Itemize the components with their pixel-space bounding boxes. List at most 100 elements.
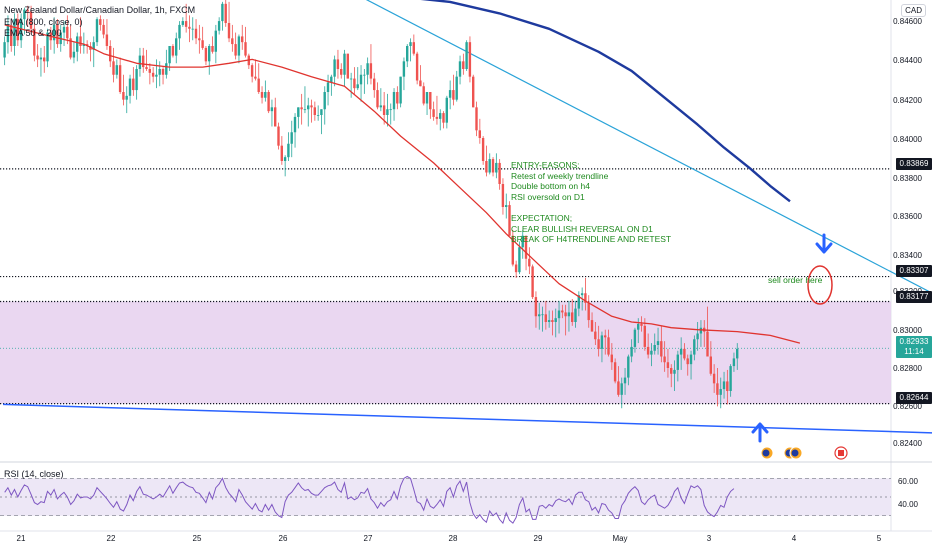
candle-body — [633, 329, 637, 347]
candle-body — [571, 312, 574, 322]
candle-body — [62, 26, 66, 33]
candle-body — [472, 76, 475, 108]
candle-body — [518, 247, 521, 273]
candle-body — [399, 76, 402, 104]
candle-body — [56, 24, 59, 45]
currency-badge[interactable]: CAD — [901, 4, 926, 17]
ema200-line — [420, 0, 791, 203]
candle-body — [184, 21, 188, 27]
candle-body — [198, 38, 201, 41]
candle-body — [16, 19, 19, 41]
candle-body — [178, 24, 181, 39]
candle-body — [538, 314, 541, 317]
x-tick: 27 — [363, 534, 373, 543]
y-tick: 0.84200 — [893, 96, 922, 105]
candle-body — [574, 308, 577, 322]
candle-body — [39, 57, 43, 60]
x-tick: 4 — [791, 534, 797, 543]
candle-body — [165, 63, 168, 75]
candle-body — [52, 24, 56, 41]
candle-body — [313, 107, 316, 115]
candle-body — [514, 264, 518, 273]
note-line: CLEAR BULLISH REVERSAL ON D1 — [511, 223, 653, 234]
candle-body — [231, 38, 234, 45]
candle-body — [112, 61, 115, 75]
candle-body — [439, 113, 442, 119]
x-tick: 29 — [533, 534, 543, 543]
candle-body — [217, 21, 221, 31]
candle-body — [115, 65, 118, 75]
candle-body — [564, 312, 567, 317]
rsi-tick: 40.00 — [897, 500, 918, 509]
candle-body — [445, 97, 448, 123]
candle-body — [594, 331, 597, 340]
candle-body — [627, 356, 630, 378]
candle-body — [79, 36, 82, 46]
candle-body — [646, 346, 650, 355]
candle-body — [613, 362, 617, 382]
candle-body — [99, 19, 102, 25]
candle-body — [194, 28, 198, 39]
entry-reasons-note: ENTRY-EASONS; Retest of weekly trendline… — [511, 160, 671, 245]
candle-body — [359, 74, 363, 85]
candle-body — [643, 325, 646, 347]
candle-body — [501, 184, 505, 207]
candle-body — [425, 92, 429, 104]
candle-body — [264, 92, 267, 98]
candle-body — [241, 36, 244, 43]
candle-body — [353, 78, 356, 89]
candle-body — [109, 46, 112, 62]
event-flag-icon — [762, 449, 770, 457]
candle-body — [118, 65, 122, 92]
candle-body — [528, 258, 531, 267]
candle-body — [267, 92, 270, 112]
candle-body — [277, 126, 280, 146]
x-tick: May — [612, 534, 628, 543]
candle-body — [584, 293, 587, 303]
candle-body — [660, 341, 663, 357]
current-price-label: 0.82933 11:14 — [896, 336, 932, 358]
candle-body — [722, 381, 726, 390]
candle-body — [168, 46, 171, 64]
candle-body — [689, 354, 693, 365]
candle-body — [72, 51, 76, 58]
candle-body — [135, 69, 138, 91]
candle-body — [290, 132, 293, 144]
candle-body — [620, 383, 623, 395]
candle-body — [465, 42, 468, 69]
level-label: 0.83177 — [896, 291, 932, 303]
candle-body — [650, 350, 653, 355]
candle-body — [478, 130, 481, 138]
y-tick: 0.83400 — [893, 251, 922, 260]
candle-body — [508, 205, 511, 236]
candle-body — [224, 3, 227, 23]
demand-zone — [0, 301, 891, 404]
down-arrow-icon — [815, 233, 833, 254]
candle-body — [102, 24, 105, 35]
candle-body — [567, 312, 571, 317]
candle-body — [379, 105, 382, 108]
candle-body — [326, 82, 330, 92]
level-label: 0.82644 — [896, 392, 932, 404]
candle-body — [6, 24, 10, 43]
candle-body — [316, 115, 320, 116]
candle-body — [33, 28, 36, 56]
chart-legend: New Zealand Dollar/Canadian Dollar, 1h, … — [4, 5, 195, 40]
candle-body — [726, 381, 729, 391]
candle-body — [19, 19, 23, 41]
note-line: RSI oversold on D1 — [511, 191, 585, 202]
note-line: Retest of weekly trendline — [511, 170, 609, 181]
candle-body — [653, 345, 656, 351]
candle-body — [462, 61, 465, 69]
candle-body — [415, 53, 419, 81]
candle-body — [293, 116, 297, 133]
candle-body — [10, 24, 13, 46]
candle-body — [145, 67, 148, 69]
legend-ema800: EMA (800, close, 0) — [4, 16, 83, 27]
rsi-legend: RSI (14, close) — [4, 469, 64, 479]
candle-body — [244, 42, 247, 56]
candle-body — [257, 78, 260, 92]
rsi-line — [4, 475, 735, 525]
candle-body — [419, 80, 422, 87]
